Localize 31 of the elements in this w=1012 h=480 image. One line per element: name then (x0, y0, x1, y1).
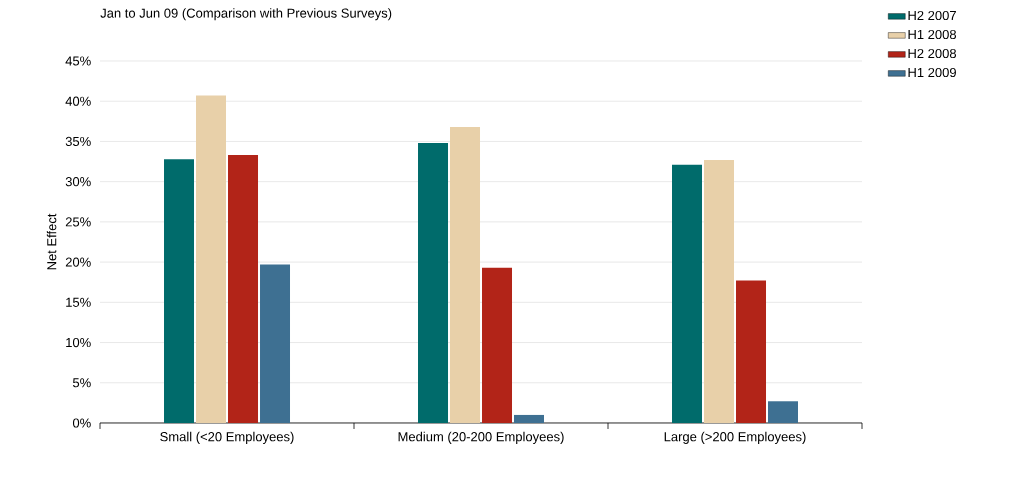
y-tick-label: 20% (65, 257, 91, 267)
y-tick-label: 30% (65, 177, 91, 187)
y-axis-title: Net Effect (46, 213, 57, 270)
bar (768, 401, 799, 423)
legend-label: H2 2007 (908, 10, 956, 21)
x-tick-label: Small (<20 Employees) (160, 431, 294, 444)
bar (672, 164, 703, 423)
legend-label: H2 2008 (908, 48, 957, 59)
bar (196, 95, 227, 423)
y-tick-label: 45% (65, 56, 91, 66)
bar (164, 159, 195, 423)
bar (228, 155, 259, 423)
y-tick-label: 25% (65, 217, 91, 227)
y-tick-label: 15% (66, 297, 91, 307)
y-tick-label: 35% (65, 136, 91, 147)
bar (418, 143, 449, 423)
y-tick-label: 5% (72, 378, 91, 388)
legend-label: H1 2008 (908, 29, 957, 40)
y-tick-label: 0% (72, 418, 91, 428)
chart-title: Jan to Jun 09 (Comparison with Previous Surveys) (100, 8, 392, 21)
x-tick-label: Large (>200 Employees) (664, 431, 806, 444)
bar (704, 159, 735, 423)
bar (482, 267, 513, 423)
bar (450, 126, 481, 423)
bar (260, 264, 291, 423)
y-tick-label: 40% (65, 96, 91, 106)
bar (514, 414, 545, 423)
x-tick-label: Medium (20-200 Employees) (398, 431, 564, 444)
y-tick-label: 10% (66, 337, 91, 348)
bar (736, 280, 767, 423)
legend-label: H1 2009 (908, 67, 956, 78)
